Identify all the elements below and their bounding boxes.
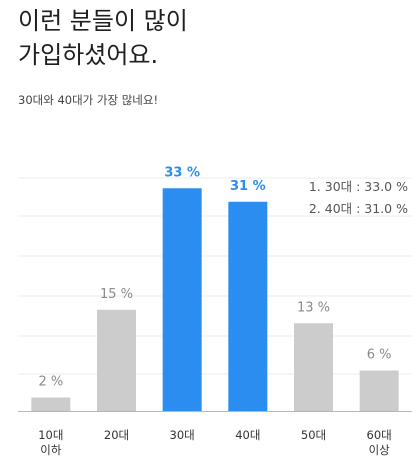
ranking-list: 1. 30대 : 33.0 % 2. 40대 : 31.0 % <box>309 176 408 220</box>
value-label-4: 13 % <box>297 300 330 315</box>
bar-2 <box>162 188 202 411</box>
category-label-4-0: 50대 <box>301 428 326 442</box>
page-subtitle: 30대와 40대가 가장 많네요! <box>18 93 159 107</box>
title-line-1: 이런 분들이 많이 <box>18 7 188 35</box>
title-line-2: 가입하셨어요. <box>18 41 159 69</box>
bar-3 <box>228 201 268 411</box>
category-label-3-0: 40대 <box>235 428 260 442</box>
value-label-1: 15 % <box>100 287 133 302</box>
value-label-3: 31 % <box>230 179 266 194</box>
value-label-5: 6 % <box>367 348 392 363</box>
category-label-5-1: 이상 <box>369 443 391 457</box>
bar-0 <box>31 397 71 411</box>
ranking-item-2: 2. 40대 : 31.0 % <box>308 201 408 216</box>
page-title: 이런 분들이 많이 가입하셨어요. <box>18 4 188 72</box>
category-label-0-1: 이하 <box>40 443 62 457</box>
value-label-0: 2 % <box>38 375 63 390</box>
ranking-item-1: 1. 30대 : 33.0 % <box>308 179 408 194</box>
category-label-0-0: 10대 <box>38 428 63 442</box>
bar-1 <box>97 309 136 411</box>
category-label-5-0: 60대 <box>367 428 392 442</box>
category-label-1-0: 20대 <box>104 428 129 442</box>
value-label-2: 33 % <box>164 165 200 180</box>
category-label-2-0: 30대 <box>170 428 195 442</box>
bar-4 <box>294 323 333 411</box>
bar-5 <box>359 370 399 411</box>
